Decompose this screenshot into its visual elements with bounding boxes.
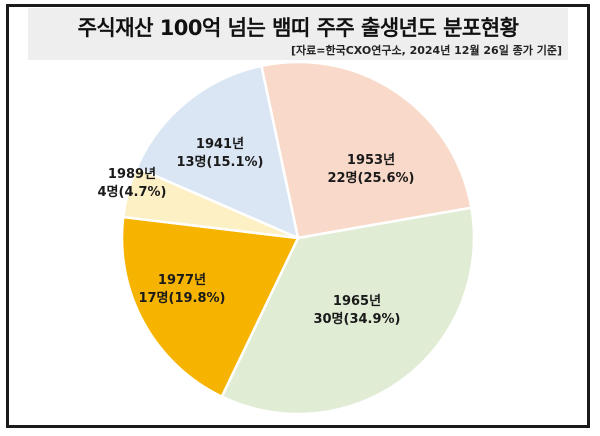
pie-slice-1965 bbox=[220, 206, 476, 416]
slice-label-value: 4명(4.7%) bbox=[98, 184, 167, 200]
slice-label-value: 30명(34.9%) bbox=[313, 311, 400, 327]
pie-slice-1941 bbox=[135, 64, 300, 241]
slice-label-year: 1989년 bbox=[108, 167, 156, 182]
slice-label-year: 1977년 bbox=[158, 273, 206, 288]
pie-slice-1953 bbox=[259, 60, 473, 240]
slice-label-year: 1965년 bbox=[333, 294, 381, 309]
pie-labels: 1953년 22명(25.6%) 1965년 30명(34.9%) 1977년 17명(1… bbox=[98, 137, 415, 327]
slice-label-value: 17명(19.8%) bbox=[138, 290, 225, 306]
chart-title: 주식재산 100억 넘는 뱀띠 주주 출생년도 분포현황 bbox=[77, 16, 519, 40]
chart-header: 주식재산 100억 넘는 뱀띠 주주 출생년도 분포현황 [자료=한국CXO연구… bbox=[28, 8, 568, 60]
pie-slices bbox=[120, 60, 476, 416]
slice-label-value: 13명(15.1%) bbox=[176, 154, 263, 170]
chart-source: [자료=한국CXO연구소, 2024년 12월 26일 종가 기준] bbox=[290, 44, 562, 57]
slice-label-year: 1953년 bbox=[347, 153, 395, 168]
slice-label-year: 1941년 bbox=[196, 137, 244, 152]
slice-label-value: 22명(25.6%) bbox=[327, 170, 414, 186]
pie-slice-1977 bbox=[120, 215, 300, 399]
